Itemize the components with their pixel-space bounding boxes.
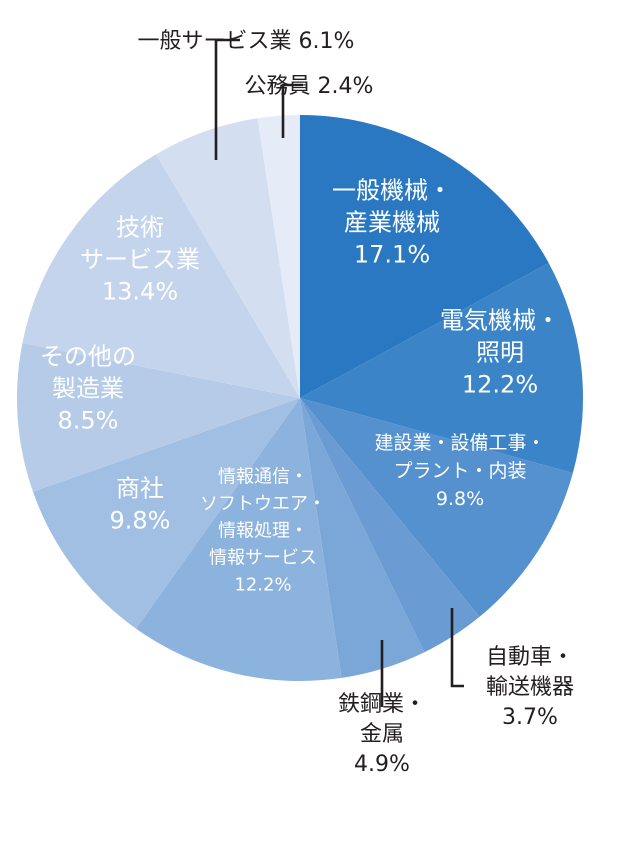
- pie-slice-2: [300, 262, 583, 474]
- slice-label-6: 情報通信・ソフトウエア・情報処理・情報サービス 12.2%: [200, 467, 326, 596]
- slice-label-line: 電気機械・: [440, 307, 560, 335]
- slice-label-line: 産業機械: [344, 209, 440, 237]
- pie-slice-6: [135, 398, 342, 682]
- slice-label-line: 一般サービス業 6.1%: [138, 29, 355, 54]
- pie-slice-11: [257, 115, 300, 398]
- pie-slice-10: [156, 118, 300, 399]
- slice-label-8: その他の製造業 8.5%: [40, 343, 136, 435]
- slice-label-line: 17.1%: [354, 241, 430, 269]
- slice-label-line: 輸送機器: [486, 675, 574, 700]
- slice-label-2: 電気機械・照明 12.2%: [440, 307, 560, 399]
- slice-label-line: 情報処理・: [218, 521, 308, 542]
- pie-slice-9: [22, 154, 301, 398]
- pie-slice-5: [300, 398, 425, 678]
- slice-label-line: 9.8%: [110, 507, 171, 535]
- slice-label-line: 12.2%: [234, 575, 291, 596]
- slice-label-line: 自動車・: [486, 645, 574, 670]
- pie-slice-7: [32, 398, 300, 629]
- slice-label-1: 一般機械・産業機械 17.1%: [332, 177, 452, 269]
- slice-label-line: 製造業: [52, 375, 124, 403]
- slice-labels: 一般機械・産業機械 17.1% 電気機械・照明 12.2% 建設業・設備工事・プラント・…: [40, 29, 574, 777]
- leader-line-4: [450, 608, 464, 688]
- pie-slices: [16, 115, 583, 682]
- slice-label-line: 4.9%: [354, 752, 410, 777]
- pie-slice-4: [300, 398, 480, 653]
- slice-label-line: 金属: [360, 722, 404, 747]
- slice-label-line: 情報サービス: [209, 548, 317, 569]
- slice-label-line: 8.5%: [58, 407, 119, 435]
- slice-label-line: 公務員 2.4%: [245, 74, 374, 99]
- slice-label-line: 9.8%: [436, 488, 484, 510]
- pie-slice-1: [300, 115, 549, 398]
- slice-label-line: 12.2%: [462, 371, 538, 399]
- slice-label-line: 一般機械・: [332, 177, 452, 205]
- leader-lines: [214, 38, 464, 707]
- pie-slice-3: [300, 398, 573, 617]
- slice-label-line: その他の: [40, 343, 136, 371]
- leader-line-10: [214, 38, 240, 160]
- slice-label-line: 照明: [476, 339, 524, 367]
- slice-label-line: 3.7%: [502, 705, 558, 730]
- slice-label-5: 鉄鋼業・金属 4.9%: [338, 692, 426, 777]
- slice-label-line: 技術: [116, 214, 164, 242]
- slice-label-line: サービス業: [80, 246, 200, 274]
- slice-label-line: 情報通信・: [218, 467, 308, 488]
- leader-line-11: [281, 83, 303, 138]
- slice-label-line: 商社: [116, 475, 164, 503]
- slice-label-9: 技術サービス業 13.4%: [80, 214, 200, 306]
- slice-label-3: 建設業・設備工事・プラント・内装 9.8%: [374, 432, 545, 510]
- slice-label-line: 建設業・設備工事・: [374, 432, 545, 454]
- slice-label-line: 13.4%: [102, 278, 178, 306]
- slice-label-line: ソフトウエア・: [200, 494, 326, 515]
- slice-label-line: 鉄鋼業・: [338, 692, 426, 717]
- slice-label-11: 公務員 2.4%: [245, 74, 374, 99]
- slice-label-4: 自動車・輸送機器 3.7%: [486, 645, 574, 730]
- slice-label-10: 一般サービス業 6.1%: [138, 29, 355, 54]
- slice-label-7: 商社 9.8%: [110, 475, 171, 535]
- slice-label-line: プラント・内装: [393, 460, 526, 482]
- pie-slice-8: [16, 342, 300, 492]
